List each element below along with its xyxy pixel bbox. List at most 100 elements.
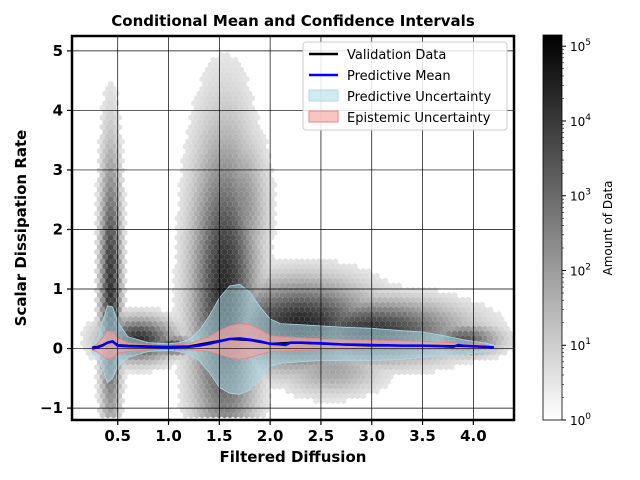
- density-hex: [193, 191, 200, 198]
- density-hex: [213, 397, 219, 404]
- density-hex: [329, 272, 336, 280]
- density-hex: [315, 373, 322, 380]
- density-hex: [252, 119, 258, 126]
- density-hex: [202, 128, 208, 136]
- density-hex: [210, 210, 217, 217]
- density-hex: [207, 109, 214, 116]
- density-hex: [365, 277, 372, 284]
- density-hex: [110, 104, 117, 112]
- density-hex: [94, 200, 100, 208]
- density-hex: [304, 383, 311, 390]
- density-hex: [338, 316, 344, 323]
- density-hex: [249, 172, 255, 179]
- density-hex: [108, 100, 114, 107]
- x-tick-label: 0.5: [104, 427, 131, 445]
- density-hex: [191, 119, 197, 126]
- density-hex: [110, 200, 117, 208]
- density-hex: [249, 124, 255, 131]
- density-hex: [293, 277, 300, 284]
- density-hex: [182, 220, 189, 227]
- density-hex: [277, 373, 283, 380]
- density-hex: [105, 296, 111, 304]
- density-hex: [213, 196, 219, 203]
- density-hex: [390, 311, 397, 318]
- density-hex: [426, 306, 433, 313]
- density-hex: [202, 196, 208, 203]
- density-hex: [315, 258, 322, 265]
- density-hex: [80, 340, 86, 347]
- density-hex: [285, 292, 291, 299]
- density-hex: [177, 210, 183, 217]
- density-hex: [254, 229, 261, 236]
- density-hex: [249, 392, 255, 400]
- density-hex: [205, 95, 211, 102]
- density-hex: [329, 292, 336, 299]
- density-hex: [501, 320, 508, 328]
- density-hex: [235, 253, 241, 260]
- density-hex: [210, 56, 217, 64]
- density-hex: [235, 196, 241, 203]
- density-hex: [288, 383, 294, 390]
- density-hex: [313, 388, 319, 395]
- density-hex: [476, 316, 483, 323]
- density-hex: [407, 320, 413, 328]
- density-hex: [193, 114, 200, 121]
- density-hex: [213, 148, 219, 155]
- density-hex: [105, 152, 111, 160]
- density-hex: [210, 296, 217, 304]
- density-hex: [224, 80, 230, 88]
- density-hex: [399, 306, 405, 313]
- density-hex: [99, 268, 106, 275]
- density-hex: [191, 272, 197, 280]
- density-hex: [241, 253, 247, 260]
- density-hex: [193, 364, 200, 371]
- density-hex: [368, 388, 375, 395]
- density-hex: [327, 316, 333, 323]
- density-hex: [241, 71, 247, 78]
- density-hex: [457, 311, 463, 318]
- density-hex: [119, 196, 125, 203]
- density-hex: [260, 402, 266, 409]
- density-hex: [102, 196, 108, 203]
- density-hex: [318, 263, 325, 270]
- density-hex: [119, 157, 125, 164]
- density-hex: [296, 368, 302, 376]
- density-hex: [443, 364, 449, 371]
- density-hex: [293, 392, 300, 400]
- density-hex: [230, 138, 236, 145]
- density-hex: [196, 263, 203, 270]
- density-hex: [105, 143, 111, 150]
- colorbar-tick-exponent: 1: [585, 337, 591, 347]
- density-hex: [155, 306, 161, 313]
- density-hex: [196, 90, 203, 97]
- density-hex: [271, 258, 278, 265]
- density-hex: [177, 220, 183, 227]
- density-hex: [182, 412, 189, 419]
- density-hex: [382, 306, 388, 313]
- density-hex: [191, 320, 197, 328]
- density-hex: [213, 80, 219, 88]
- density-hex: [188, 402, 194, 409]
- density-hex: [263, 292, 269, 299]
- density-hex: [210, 66, 217, 73]
- density-hex: [241, 138, 247, 145]
- density-hex: [205, 277, 211, 284]
- density-hex: [238, 210, 244, 217]
- density-hex: [119, 292, 125, 299]
- density-hex: [133, 306, 139, 313]
- density-hex: [257, 282, 264, 289]
- density-hex: [110, 85, 117, 92]
- density-hex: [235, 100, 241, 107]
- density-hex: [282, 277, 289, 284]
- density-hex: [368, 301, 375, 308]
- density-hex: [238, 85, 244, 92]
- density-hex: [246, 196, 253, 203]
- density-hex: [224, 407, 230, 414]
- density-hex: [260, 181, 266, 188]
- density-hex: [257, 378, 264, 385]
- density-hex: [249, 191, 255, 198]
- density-hex: [446, 330, 452, 337]
- density-hex: [207, 215, 214, 222]
- density-hex: [476, 354, 483, 361]
- density-hex: [210, 152, 217, 160]
